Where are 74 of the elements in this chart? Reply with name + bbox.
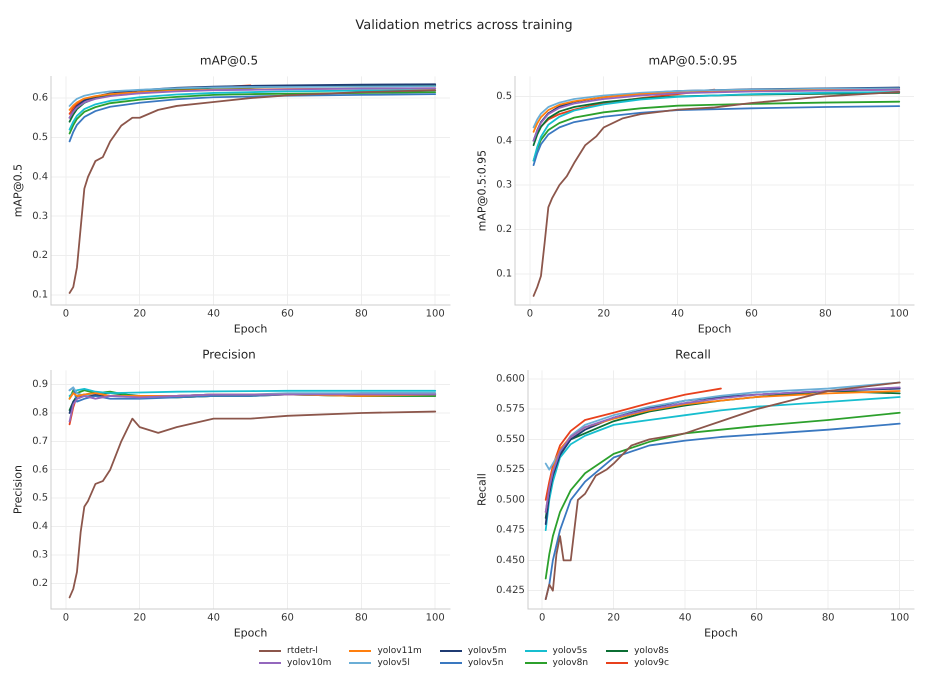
x-tick-label: 0 (62, 612, 70, 624)
y-tick-label: 0.4 (32, 521, 48, 532)
chart-title: mAP@0.5:0.95 (648, 53, 738, 68)
y-axis-title: Recall (475, 473, 488, 506)
y-tick-label: 0.4 (32, 171, 48, 182)
x-tick-label: 100 (426, 308, 445, 320)
x-tick-label: 40 (671, 308, 684, 320)
x-tick-label: 60 (281, 308, 294, 320)
x-tick-label: 100 (426, 612, 445, 624)
y-tick-label: 0.2 (32, 250, 48, 262)
y-tick-label: 0.5 (32, 492, 48, 504)
x-tick-label: 20 (133, 612, 146, 624)
legend-label: yolov5l (377, 658, 410, 668)
y-tick-label: 0.9 (32, 379, 48, 390)
x-tick-label: 60 (750, 612, 764, 624)
x-axis-title: Epoch (234, 322, 268, 336)
y-tick-label: 0.500 (496, 494, 525, 506)
y-tick-label: 0.7 (32, 436, 48, 447)
x-tick-label: 20 (133, 308, 146, 320)
y-tick-label: 0.575 (496, 404, 525, 415)
y-tick-label: 0.6 (32, 464, 48, 476)
y-tick-label: 0.5 (32, 132, 48, 144)
y-tick-label: 0.1 (32, 290, 48, 301)
x-tick-label: 0 (62, 308, 70, 320)
legend-label: rtdetr-l (287, 646, 318, 656)
chart-title: mAP@0.5 (200, 53, 258, 68)
legend-label: yolov11m (377, 646, 422, 656)
chart-title: Precision (202, 347, 256, 362)
y-tick-label: 0.4 (496, 135, 512, 146)
x-tick-label: 40 (207, 612, 220, 624)
legend-label: yolov10m (287, 658, 332, 668)
y-tick-label: 0.475 (496, 524, 525, 536)
x-axis-title: Epoch (704, 626, 738, 640)
x-axis-title: Epoch (234, 626, 268, 640)
chart-title: Recall (675, 347, 711, 362)
x-tick-label: 0 (526, 308, 534, 320)
x-tick-label: 80 (822, 612, 835, 624)
x-tick-label: 80 (354, 308, 368, 320)
y-axis-title: Precision (11, 465, 24, 514)
y-tick-label: 0.3 (496, 180, 512, 191)
x-tick-label: 80 (818, 308, 832, 320)
legend-label: yolov9c (634, 658, 669, 668)
x-axis-title: Epoch (698, 322, 732, 336)
legend-label: yolov5s (552, 646, 588, 656)
y-tick-label: 0.425 (496, 585, 525, 596)
y-tick-label: 0.450 (496, 554, 525, 566)
y-tick-label: 0.525 (496, 464, 525, 476)
text: Validation metrics across training (354, 18, 574, 33)
x-tick-label: 80 (354, 612, 368, 624)
x-tick-label: 40 (207, 308, 220, 320)
y-tick-label: 0.1 (496, 268, 512, 280)
y-tick-label: 0.6 (32, 92, 48, 104)
legend-label: yolov5m (468, 646, 506, 656)
x-tick-label: 40 (678, 612, 692, 624)
y-tick-label: 0.3 (32, 549, 48, 560)
x-tick-label: 100 (890, 308, 909, 320)
x-tick-label: 100 (890, 612, 910, 624)
legend-label: yolov8s (634, 646, 669, 656)
legend-label: yolov8n (552, 658, 588, 668)
y-tick-label: 0.8 (32, 408, 48, 419)
y-tick-label: 0.5 (496, 90, 512, 102)
y-tick-label: 0.3 (32, 210, 48, 222)
y-axis-title: mAP@0.5 (11, 164, 24, 218)
y-tick-label: 0.2 (32, 578, 48, 589)
x-tick-label: 20 (597, 308, 610, 320)
y-axis-title: mAP@0.5:0.95 (475, 150, 488, 232)
y-tick-label: 0.600 (496, 373, 525, 384)
x-tick-label: 20 (607, 612, 620, 624)
y-tick-label: 0.2 (496, 224, 512, 235)
x-tick-label: 0 (538, 612, 546, 624)
legend-label: yolov5n (468, 658, 504, 668)
x-tick-label: 60 (745, 308, 758, 320)
y-tick-label: 0.550 (496, 434, 525, 445)
x-tick-label: 60 (281, 612, 294, 624)
